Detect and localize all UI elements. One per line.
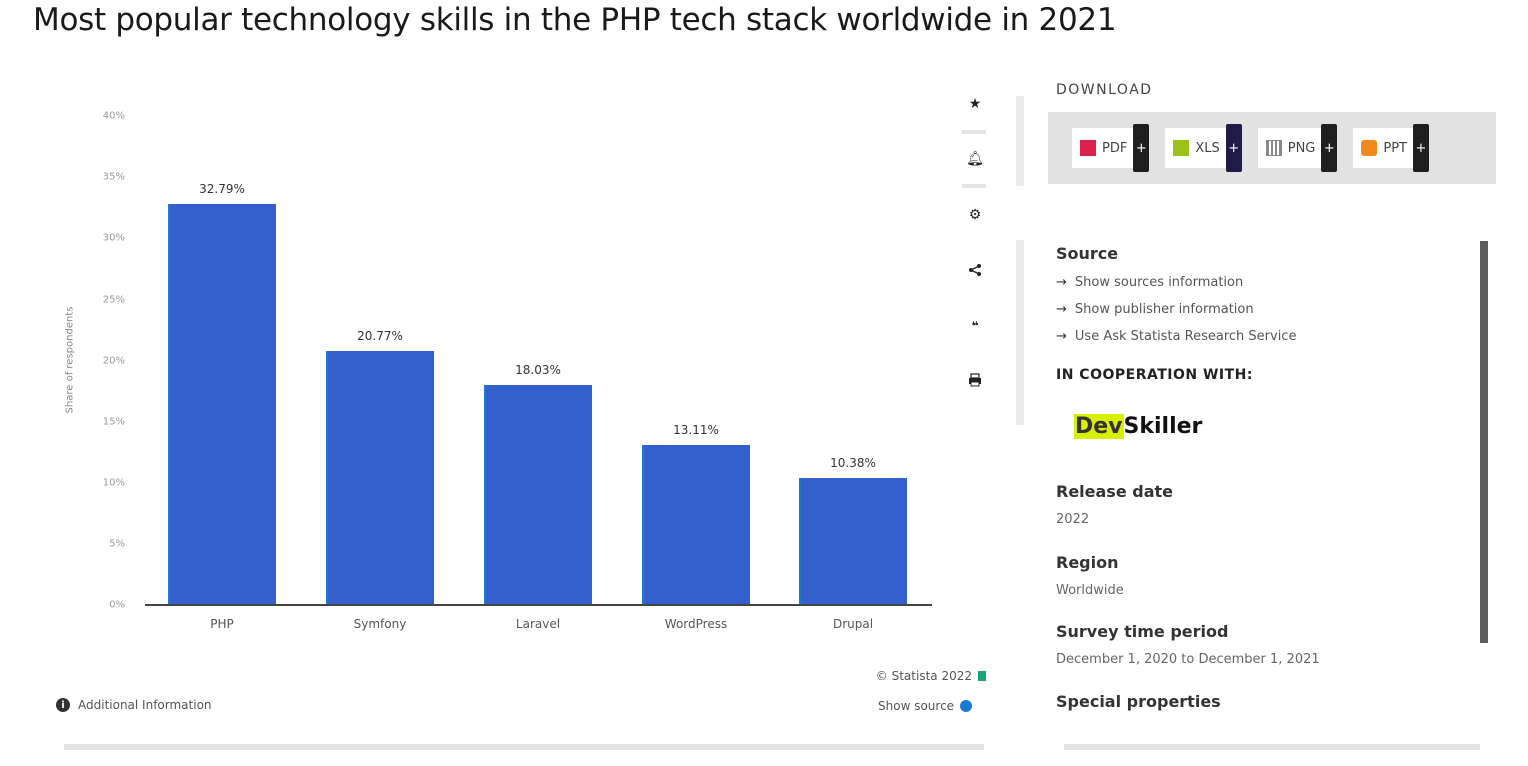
download-pdf-button[interactable]: PDF + [1072,124,1150,172]
y-axis-label: Share of respondents [64,306,76,414]
y-tick: 25% [102,294,125,306]
download-heading: DOWNLOAD [1056,82,1153,98]
png-icon [1265,140,1282,156]
page-title: Most popular technology skills in the PH… [33,2,1117,38]
x-tick: PHP [210,617,234,631]
special-properties-label: Special properties [1056,692,1221,711]
ask-research-link[interactable]: → Use Ask Statista Research Service [1056,329,1297,344]
arrow-right-icon: → [1056,329,1067,344]
bar-value-label: 18.03% [515,362,561,377]
bar-laravel[interactable] [484,384,592,605]
flag-icon [978,671,986,681]
pdf-icon [1080,140,1096,156]
y-tick: 15% [102,416,125,428]
star-icon[interactable]: ★ [968,96,982,112]
plus-icon[interactable]: + [1413,124,1429,172]
bar-value-label: 13.11% [673,422,719,437]
download-png-button[interactable]: PNG + [1257,124,1338,172]
bar-drupal[interactable] [799,478,907,605]
x-tick: WordPress [664,617,728,631]
statista-credit[interactable]: © Statista 2022 [876,669,986,683]
y-tick: 5% [109,538,125,550]
region-value: Worldwide [1056,583,1124,598]
show-publisher-link[interactable]: → Show publisher information [1056,302,1254,317]
bar-value-label: 32.79% [199,182,245,197]
gear-icon[interactable]: ⚙ [968,207,982,223]
additional-information-link[interactable]: i Additional Information [56,698,212,712]
cooperation-heading: IN COOPERATION WITH: [1056,367,1253,383]
panel-scrollbar[interactable] [1480,241,1488,643]
divider [1064,744,1480,750]
release-date-value: 2022 [1056,512,1090,527]
bar-value-label: 10.38% [830,456,876,471]
plus-icon[interactable]: + [1133,124,1150,172]
info-icon: i [56,698,70,712]
print-icon[interactable] [962,368,988,392]
x-tick: Laravel [515,617,561,631]
quote-icon[interactable]: ❝ [971,319,979,333]
panel-rail [1016,240,1024,425]
survey-period-value: December 1, 2020 to December 1, 2021 [1056,652,1320,667]
bell-icon[interactable]: 🔔︎ [966,151,984,167]
survey-period-label: Survey time period [1056,622,1229,641]
xls-icon [1173,140,1190,156]
show-sources-link[interactable]: → Show sources information [1056,275,1244,290]
download-xls-button[interactable]: XLS + [1165,124,1242,172]
divider [962,130,986,134]
divider [962,184,986,188]
bar-symfony[interactable] [326,351,434,605]
y-tick: 30% [102,232,125,244]
source-heading: Source [1056,244,1119,263]
region-label: Region [1056,553,1119,572]
toolbar-rail [1016,96,1024,186]
plus-icon[interactable]: + [1321,124,1338,172]
x-axis-line [145,604,932,606]
show-source-link[interactable]: Show source [878,699,973,713]
y-tick: 40% [102,110,125,122]
x-tick: Drupal [832,617,874,631]
y-tick: 35% [102,171,125,183]
y-tick: 20% [102,355,125,367]
divider [64,744,984,750]
bar-wordpress[interactable] [642,444,750,605]
devskiller-logo[interactable]: DevSkiller [1074,414,1203,439]
ppt-icon [1361,140,1378,156]
bar-value-label: 20.77% [357,329,403,344]
x-tick: Symfony [353,617,407,631]
info-dot-icon [960,700,973,712]
download-ppt-button[interactable]: PPT + [1353,124,1429,172]
bar-php[interactable] [168,204,276,605]
y-tick: 10% [102,477,125,489]
arrow-right-icon: → [1056,275,1067,290]
y-tick: 0% [109,599,125,611]
arrow-right-icon: → [1056,302,1067,317]
share-icon[interactable] [962,258,988,282]
release-date-label: Release date [1056,482,1173,501]
plus-icon[interactable]: + [1225,124,1242,172]
download-panel: PDF + XLS + PNG + PPT + [1048,112,1496,184]
